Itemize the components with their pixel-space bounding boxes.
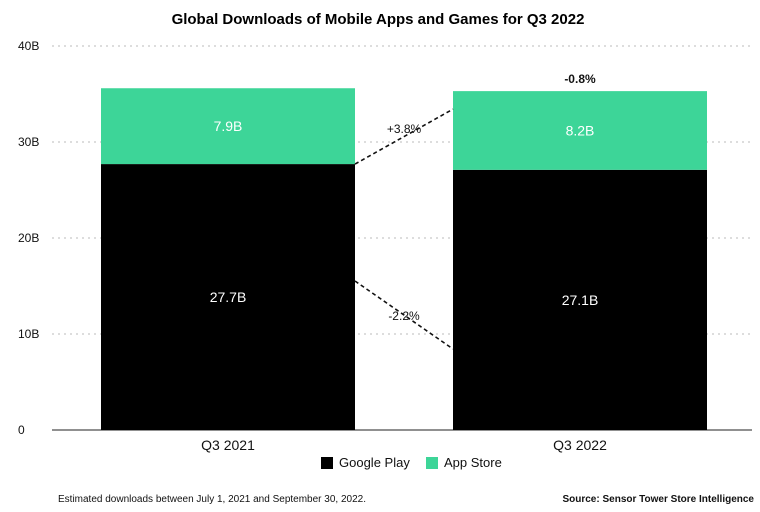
google-play-change-connector [354,280,454,350]
x-tick-label: Q3 2021 [201,437,255,453]
legend-swatch-google-play [321,457,333,469]
legend-swatch-app-store [426,457,438,469]
x-axis: Q3 2021 Q3 2022 [201,437,607,453]
google-play-change-label: -2.2% [388,309,420,323]
x-tick-label: Q3 2022 [553,437,607,453]
change-connectors: +3.8% -2.2% -0.8% [354,72,596,350]
legend-label-app-store: App Store [444,455,502,470]
y-tick-label: 0 [18,423,25,437]
total-change-label: -0.8% [564,72,596,86]
chart-title: Global Downloads of Mobile Apps and Game… [172,11,585,28]
y-tick-label: 10B [18,327,39,341]
legend: Google Play App Store [321,455,502,470]
bar-value-label: 7.9B [214,118,243,134]
y-tick-label: 40B [18,39,39,53]
bar-value-label: 27.7B [210,289,247,305]
bar-segment [453,169,707,430]
bar-value-label: 8.2B [566,122,595,138]
app-store-change-connector [354,108,454,165]
bar-value-label: 27.1B [562,292,599,308]
footnote: Estimated downloads between July 1, 2021… [58,494,366,505]
bar-segment [101,164,355,430]
bar-segment [453,91,707,170]
y-tick-label: 30B [18,135,39,149]
bars: 27.7B 7.9B 27.1B 8.2B [101,88,707,430]
y-tick-label: 20B [18,231,39,245]
legend-label-google-play: Google Play [339,455,410,470]
y-axis: 0 10B 20B 30B 40B [18,39,39,437]
source-note: Source: Sensor Tower Store Intelligence [562,494,754,505]
app-store-change-label: +3.8% [387,122,422,136]
bar-segment [101,88,355,165]
